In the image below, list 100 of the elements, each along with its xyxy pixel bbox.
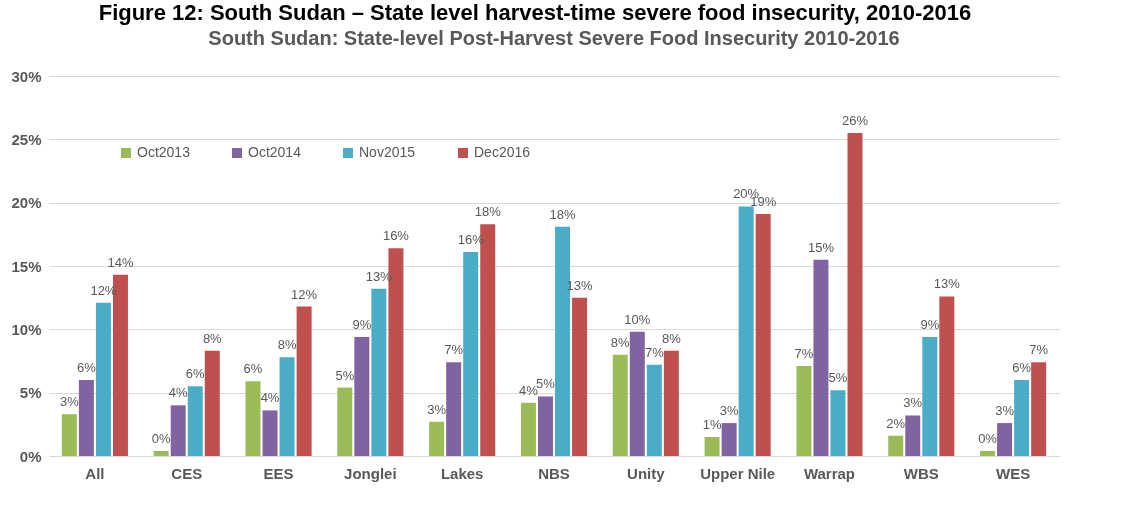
data-label: 13% (933, 276, 961, 292)
bar (429, 421, 445, 456)
data-label: 7% (1029, 342, 1049, 358)
bar (520, 402, 536, 456)
data-label: 9% (920, 316, 940, 332)
data-label: 6% (185, 366, 206, 382)
data-label: 1% (702, 417, 722, 432)
bar (572, 297, 588, 456)
chart-title: Figure 12: South Sudan – State level harvest-time severe food insecurity, 2010-2016 (98, 0, 972, 25)
legend-label: Nov2015 (359, 144, 416, 160)
bar (279, 357, 295, 456)
y-tick-label: 0% (19, 447, 42, 465)
bar (980, 450, 996, 456)
bar (371, 288, 387, 456)
bar (939, 296, 955, 456)
data-label: 18% (474, 204, 502, 220)
bar (888, 435, 904, 456)
data-label: 8% (661, 330, 682, 346)
data-label: 3% (995, 403, 1015, 419)
data-label: 18% (549, 206, 576, 222)
y-tick-label: 10% (11, 320, 42, 338)
data-label: 3% (903, 395, 923, 411)
bar (61, 414, 77, 456)
data-label: 8% (202, 330, 223, 346)
bar (663, 350, 679, 456)
bar (78, 380, 94, 456)
data-label: 6% (76, 360, 97, 375)
bar (537, 396, 553, 456)
legend-label: Oct2014 (248, 144, 302, 160)
bar (738, 206, 754, 456)
bar (813, 259, 829, 456)
bar (755, 214, 771, 456)
y-tick-label: 15% (11, 257, 42, 275)
bar (612, 354, 628, 456)
data-label: 26% (842, 113, 869, 128)
bar (170, 405, 186, 456)
data-label: 3% (427, 401, 447, 417)
data-label: 14% (107, 254, 134, 270)
x-tick-label: Lakes (440, 464, 484, 482)
bar (847, 133, 863, 456)
data-label: 5% (335, 367, 355, 383)
x-tick-label: WBS (903, 464, 939, 482)
data-label: 3% (719, 403, 739, 419)
data-label: 7% (444, 342, 464, 358)
bar (354, 336, 370, 456)
x-tick-label: Jonglei (344, 464, 397, 482)
data-label: 7% (644, 344, 665, 360)
bar (245, 381, 261, 456)
x-tick-label: WES (996, 464, 1031, 482)
data-label: 15% (807, 239, 835, 255)
x-tick-label: Unity (627, 464, 666, 482)
bar (262, 410, 278, 456)
data-label: 16% (382, 228, 410, 244)
data-label: 2% (886, 415, 906, 431)
x-tick-label: All (85, 464, 105, 482)
bar (1031, 362, 1047, 456)
bar (830, 390, 846, 456)
legend-label: Dec2016 (474, 144, 531, 160)
legend-label: Oct2013 (137, 144, 191, 160)
x-tick-label: NBS (538, 464, 570, 482)
chart-subtitle: South Sudan: State-level Post-Harvest Severe Food Insecurity 2010-2016 (208, 27, 900, 49)
bar (296, 306, 312, 456)
data-label: 8% (610, 334, 631, 350)
bar (629, 331, 645, 456)
data-label: 6% (1012, 360, 1032, 375)
x-tick-label: Upper Nile (700, 464, 776, 482)
data-label: 12% (291, 286, 318, 302)
data-label: 0% (151, 430, 171, 446)
data-label: 10% (624, 311, 651, 327)
y-tick-label: 5% (19, 384, 42, 402)
y-tick-label: 25% (11, 130, 42, 148)
bar (646, 364, 662, 456)
bar (204, 350, 220, 456)
bar (446, 362, 462, 456)
data-label: 0% (978, 430, 998, 446)
y-tick-label: 20% (11, 194, 42, 212)
bar (997, 423, 1013, 456)
bar (187, 386, 203, 456)
data-label: 4% (260, 390, 280, 406)
data-label: 4% (168, 385, 189, 401)
data-label: 5% (828, 370, 848, 386)
bar (721, 423, 737, 456)
bar (153, 450, 169, 456)
bar (704, 437, 720, 456)
bar (905, 415, 921, 456)
bar (95, 302, 111, 456)
x-tick-label: Warrap (803, 464, 856, 482)
bar (1014, 380, 1030, 456)
bar (922, 336, 938, 456)
data-label: 7% (794, 346, 814, 362)
x-tick-label: EES (263, 464, 294, 482)
data-label: 6% (243, 361, 263, 377)
data-label: 3% (59, 394, 80, 410)
x-tick-label: CES (171, 464, 203, 482)
data-label: 9% (352, 316, 372, 332)
y-tick-label: 30% (11, 67, 42, 85)
bar (463, 252, 479, 456)
bar (796, 366, 812, 456)
data-label: 8% (277, 337, 297, 353)
bar (337, 387, 353, 456)
